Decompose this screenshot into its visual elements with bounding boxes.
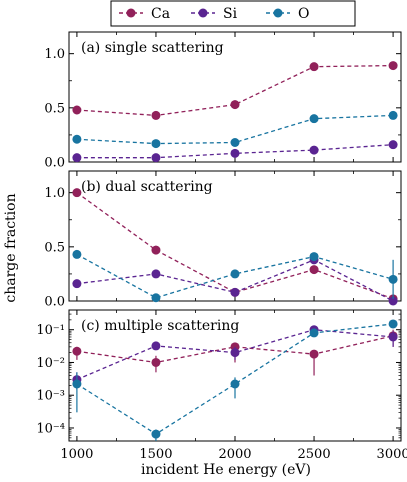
data-point-ca	[151, 245, 161, 255]
data-point-si	[151, 153, 161, 163]
data-point-si	[230, 287, 240, 297]
series-line-o	[76, 114, 394, 145]
data-point-ca	[72, 188, 82, 198]
data-point-ca	[388, 61, 398, 71]
series-line-ca	[76, 335, 394, 364]
x-tick-label: 2500	[298, 447, 331, 462]
data-point-o	[151, 139, 161, 149]
data-point-ca	[72, 105, 82, 115]
data-point-si	[72, 279, 82, 289]
y-tick-label: 1.0	[44, 186, 65, 201]
data-point-o	[388, 110, 398, 120]
x-tick-label: 1500	[139, 447, 172, 462]
legend-item-o: O	[266, 6, 309, 22]
panel-title: (a) single scattering	[81, 40, 224, 56]
data-point-ca	[309, 265, 319, 275]
y-tick-label: 0.5	[44, 240, 65, 255]
data-point-o	[151, 429, 161, 439]
data-point-si	[309, 145, 319, 155]
data-point-si	[230, 148, 240, 158]
y-tick-label: 10⁻¹	[36, 323, 65, 338]
series-line-si	[76, 329, 394, 381]
legend-label-si: Si	[223, 6, 238, 22]
data-point-si	[72, 153, 82, 163]
legend-label-ca: Ca	[151, 6, 170, 22]
data-point-si	[388, 140, 398, 150]
data-point-ca	[151, 357, 161, 367]
series-line-o	[76, 253, 394, 299]
data-point-o	[309, 114, 319, 124]
data-point-o	[230, 269, 240, 279]
panel-title: (c) multiple scattering	[81, 318, 239, 334]
x-tick-label: 3000	[377, 447, 407, 462]
legend-item-ca: Ca	[119, 6, 170, 22]
data-point-si	[388, 296, 398, 306]
data-point-o	[309, 252, 319, 262]
data-point-o	[151, 293, 161, 303]
y-tick-label: 0.0	[44, 156, 65, 171]
data-point-si	[151, 341, 161, 351]
legend: Ca Si O	[110, 0, 356, 27]
data-point-o	[309, 328, 319, 338]
panel-multiple-scattering: 1000 1500 2000 2500 3000 10⁻⁴ 10⁻³ 10⁻² 10⁻¹ (c) …	[36, 309, 407, 462]
y-tick-label: 0.5	[44, 101, 65, 116]
x-axis-label: incident He energy (eV)	[141, 462, 311, 478]
data-point-ca	[309, 62, 319, 72]
series-line-si	[76, 259, 394, 302]
data-point-o	[388, 274, 398, 284]
y-tick-label: 10⁻³	[36, 389, 65, 404]
y-tick-label: 10⁻⁴	[36, 421, 65, 436]
data-point-o	[230, 138, 240, 147]
data-point-ca	[309, 349, 319, 359]
data-point-ca	[72, 346, 82, 356]
panel-dual-scattering: 0.0 0.5 1.0 (b) dual scattering	[44, 170, 402, 310]
x-tick-label: 2000	[218, 447, 251, 462]
data-point-si	[151, 269, 161, 279]
data-point-ca	[151, 110, 161, 120]
data-point-si	[230, 348, 240, 358]
panel-single-scattering: 0.0 0.5 1.0 (a) single scattering	[44, 31, 402, 171]
data-point-o	[72, 379, 82, 389]
data-point-o	[230, 379, 240, 389]
data-point-ca	[230, 100, 240, 110]
data-point-si	[388, 332, 398, 342]
y-tick-label: 1.0	[44, 47, 65, 62]
data-point-o	[388, 319, 398, 329]
x-tick-label: 1000	[60, 447, 93, 462]
series-line-ca	[76, 64, 394, 117]
y-tick-label: 10⁻²	[36, 356, 65, 371]
panel-title: (b) dual scattering	[81, 179, 213, 195]
series-line-si	[76, 144, 394, 159]
data-point-o	[72, 249, 82, 259]
data-point-o	[72, 134, 82, 144]
y-tick-label: 0.0	[44, 295, 65, 310]
series-line-ca	[76, 192, 394, 300]
legend-item-si: Si	[191, 6, 238, 22]
legend-label-o: O	[298, 6, 309, 22]
y-axis-label: charge fraction	[3, 193, 19, 302]
